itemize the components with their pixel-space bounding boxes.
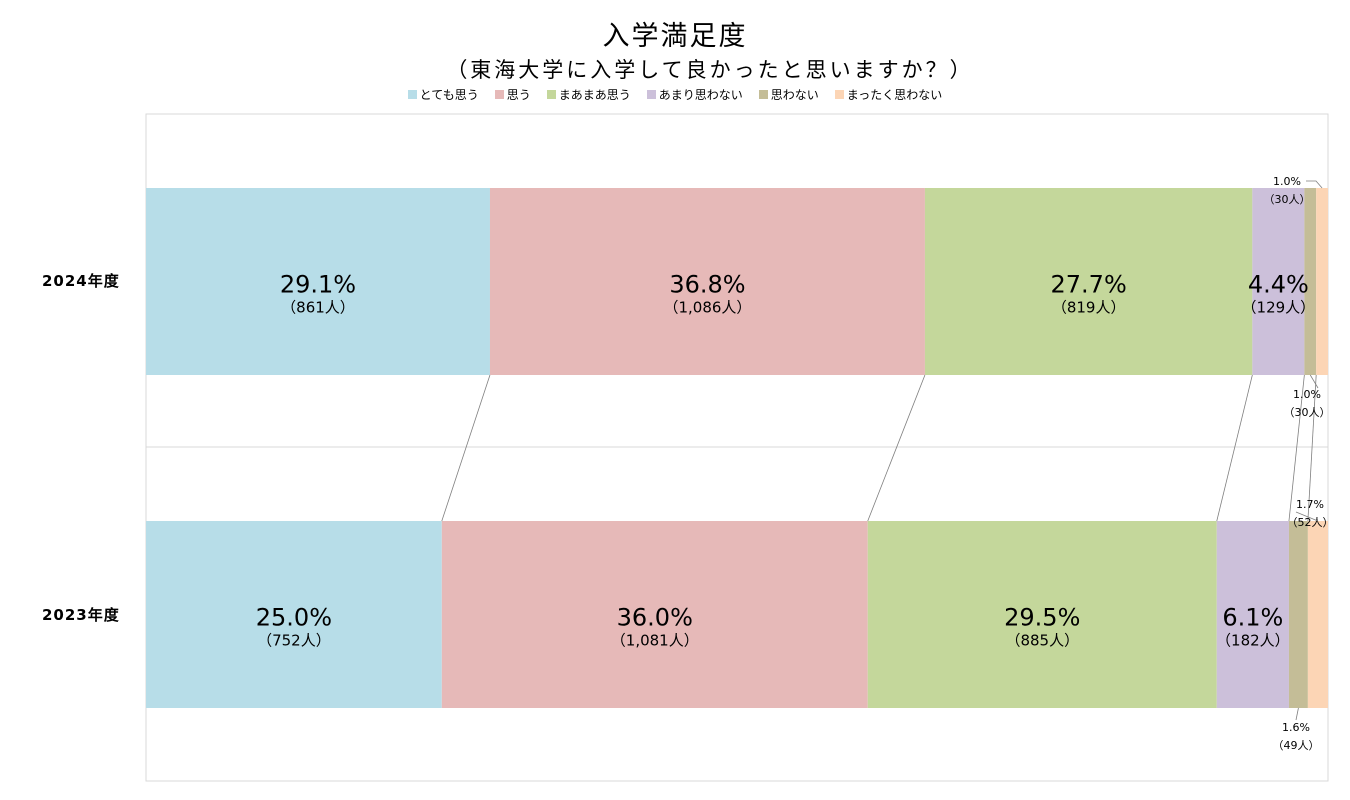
data-label-2023-3: 29.5% (1004, 604, 1080, 632)
bar-segment-2023-5 (1288, 521, 1308, 708)
data-label-2024-6: 1.0% (1273, 175, 1301, 188)
legend-item-5: 思わない (758, 86, 819, 103)
count-label-2024-1: （861人） (281, 299, 355, 317)
category-label-2024: 2024年度 (42, 272, 120, 290)
data-label-2024-5: 1.0% (1293, 388, 1321, 401)
data-label-2024-4: 4.4% (1248, 271, 1309, 299)
series-line-3 (1216, 374, 1253, 522)
legend-swatch-1 (407, 90, 417, 99)
legend-label-3: まあまあ思う (558, 88, 631, 102)
bar-segment-2024-5 (1304, 188, 1317, 375)
count-label-2024-4: （129人） (1242, 299, 1316, 317)
bar-segment-2024-1 (146, 188, 490, 375)
count-label-2023-3: （885人） (1005, 632, 1079, 650)
legend-swatch-4 (646, 90, 656, 99)
legend-swatch-3 (546, 90, 556, 99)
bar-segment-2024-3 (924, 188, 1253, 375)
legend-swatch-5 (758, 90, 768, 99)
legend-item-2: 思う (494, 86, 531, 103)
bar-segment-2024-2 (489, 188, 925, 375)
count-label-2023-2: （1,081人） (611, 632, 699, 650)
chart-title: 入学満足度 (602, 21, 748, 52)
legend-swatch-2 (494, 90, 504, 99)
bar-segment-2024-4 (1252, 188, 1305, 375)
legend-item-1: とても思う (407, 86, 479, 103)
series-line-5 (1307, 374, 1317, 522)
leader-line-2023-6 (1295, 511, 1319, 522)
category-label-2023: 2023年度 (42, 606, 120, 624)
count-label-2024-2: （1,086人） (663, 299, 751, 317)
legend: とても思う 思う まあまあ思う あまり思わない 思わない まったく思わない (0, 86, 1350, 103)
bar-segment-2023-2 (441, 521, 868, 708)
count-label-2023-6: （52人） (1287, 516, 1334, 529)
data-label-2023-4: 6.1% (1222, 604, 1283, 632)
bar-segment-2024-6 (1316, 188, 1328, 375)
data-label-2024-1: 29.1% (280, 271, 356, 299)
series-line-1 (441, 374, 491, 522)
chart-subtitle: （東海大学に入学して良かったと思いますか？） (446, 58, 974, 82)
data-label-2023-6: 1.7% (1296, 498, 1324, 511)
bar-segment-2023-3 (867, 521, 1217, 708)
count-label-2024-3: （819人） (1052, 299, 1126, 317)
count-label-2024-5: （30人） (1284, 406, 1331, 419)
legend-label-4: あまり思わない (658, 88, 743, 102)
count-label-2024-6: （30人） (1264, 193, 1311, 206)
legend-swatch-6 (834, 90, 844, 99)
count-label-2023-5: （49人） (1273, 739, 1320, 752)
data-label-2024-2: 36.8% (669, 271, 745, 299)
legend-item-6: まったく思わない (834, 86, 943, 103)
leader-line-2024-6 (1306, 180, 1323, 189)
bar-segment-2023-1 (146, 521, 442, 708)
data-label-2024-3: 27.7% (1051, 271, 1127, 299)
legend-item-4: あまり思わない (646, 86, 743, 103)
data-label-2023-5: 1.6% (1282, 721, 1310, 734)
data-label-2023-1: 25.0% (256, 604, 332, 632)
leader-line-2023-5 (1295, 707, 1299, 721)
bar-segment-2023-6 (1307, 521, 1328, 708)
bar-segment-2023-4 (1216, 521, 1289, 708)
legend-item-3: まあまあ思う (546, 86, 631, 103)
legend-label-1: とても思う (419, 88, 479, 102)
data-label-2023-2: 36.0% (617, 604, 693, 632)
legend-label-6: まったく思わない (846, 88, 943, 102)
leader-line-2024-5 (1309, 374, 1319, 389)
legend-label-2: 思う (506, 88, 531, 102)
count-label-2023-4: （182人） (1216, 632, 1290, 650)
legend-label-5: 思わない (770, 88, 819, 102)
count-label-2023-1: （752人） (257, 632, 331, 650)
series-line-4 (1288, 374, 1305, 522)
series-line-2 (867, 374, 926, 522)
